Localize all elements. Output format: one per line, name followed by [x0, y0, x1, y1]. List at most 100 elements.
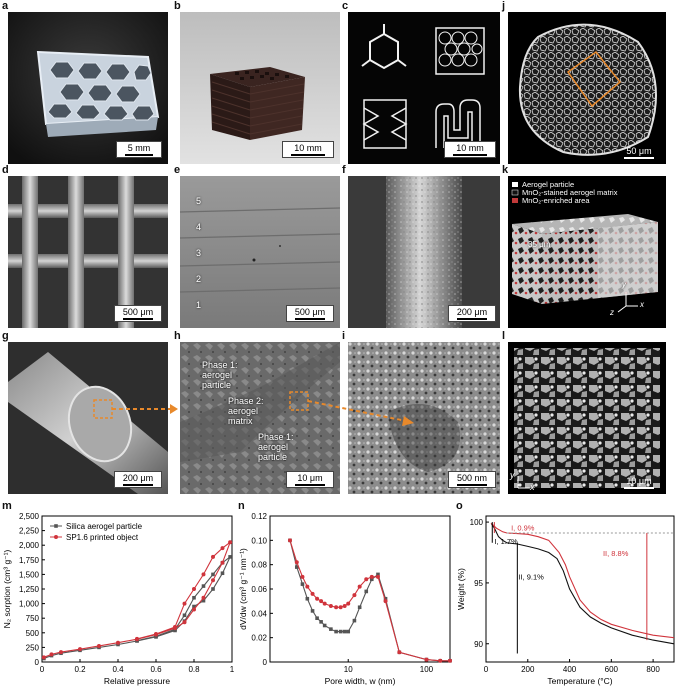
scale-bar: 500 nm	[448, 471, 496, 488]
data-point	[305, 596, 310, 601]
phase-boundary-image	[180, 342, 340, 494]
data-point	[192, 604, 196, 609]
phase-text: aerogel	[202, 370, 233, 380]
panel-label: k	[502, 164, 509, 176]
y-tick-label: 0.06	[251, 585, 267, 594]
printed-shapes-image	[361, 24, 485, 149]
y-tick-label: 0.08	[251, 561, 267, 570]
layer-number: 1	[196, 300, 202, 310]
scale-label: 200 μm	[456, 307, 488, 317]
x-tick-label: 200	[521, 665, 535, 674]
y-tick-label: 750	[26, 614, 40, 623]
data-point	[364, 577, 369, 582]
panel-e-micrograph: 5 4 3 2 1 500 μm	[180, 176, 340, 328]
data-point	[338, 605, 343, 610]
data-point	[310, 591, 315, 596]
panel-label: g	[2, 330, 9, 342]
plot-frame	[485, 515, 675, 663]
data-point	[346, 601, 351, 606]
panel-f-micrograph: 200 μm	[348, 176, 500, 328]
y-tick-label: 1,500	[19, 570, 40, 579]
data-point	[173, 624, 177, 629]
legend-aerogel-particle: Aerogel particle	[522, 180, 575, 189]
panel-label: a	[2, 0, 9, 12]
data-point	[59, 650, 63, 655]
data-point	[383, 596, 388, 601]
legend-stained-matrix: MnO₂-stained aerogel matrix	[522, 188, 618, 197]
depth-label: 35 μm	[528, 240, 551, 249]
data-point	[211, 578, 215, 583]
x-axis-label: Pore width, w (nm)	[325, 676, 396, 686]
data-point	[294, 560, 299, 565]
plot-frame	[269, 515, 451, 663]
phase2-label: Phase 2: aerogel matrix	[228, 396, 264, 426]
phase-text: particle	[202, 380, 232, 390]
chart-o-tga: 90 95 100 0 200 400 600 800 Temperature (°C) Weig…	[456, 515, 675, 686]
data-point	[342, 629, 347, 634]
x-tick-label: 0.6	[150, 665, 162, 674]
data-point	[346, 629, 351, 634]
scale-bar: 5 mm	[116, 141, 162, 158]
axis-y-label: y	[622, 280, 626, 289]
filament-sem-image	[348, 176, 500, 328]
series-line-2	[289, 540, 450, 662]
scale-bar: 50 μm	[616, 145, 662, 160]
panel-a-photo: 5 mm	[8, 12, 168, 164]
scale-label: 50 μm	[626, 146, 652, 156]
data-point	[334, 605, 339, 610]
series-line-1	[289, 540, 450, 662]
y-tick-label: 0.02	[251, 634, 267, 643]
data-point	[322, 623, 327, 628]
y-axis-label: Weight (%)	[456, 568, 466, 610]
data-point	[315, 616, 319, 620]
phase-text: matrix	[228, 416, 253, 426]
y-tick-label: 100	[470, 518, 484, 527]
x-axis-label: Temperature (°C)	[547, 676, 612, 686]
phase1-label-bottom: Phase 1: aerogel particle	[258, 432, 294, 462]
phase-text: aerogel	[258, 442, 289, 452]
chart-n-pore-distribution: 0 0.02 0.04 0.06 0.08 0.10 0.12 10 100 Pore width…	[238, 512, 452, 686]
data-point	[78, 647, 82, 652]
panel-label: n	[238, 500, 245, 512]
phase-text: Phase 1:	[202, 360, 238, 370]
data-point	[334, 629, 338, 634]
y-tick-label: 2,250	[19, 527, 40, 536]
annotation-label: I, 1.7%	[494, 537, 518, 546]
layer-number: 5	[196, 196, 202, 206]
scale-label: 10 mm	[456, 143, 484, 153]
panel-d-micrograph: 500 μm	[8, 176, 168, 328]
series-line-1	[43, 556, 231, 660]
data-point	[300, 574, 305, 579]
panel-l-micrograph: y x 10 μm	[508, 342, 666, 494]
data-point	[319, 599, 324, 604]
data-point	[329, 627, 333, 631]
data-point	[211, 554, 215, 559]
panel-label: b	[174, 0, 181, 12]
legend-label: SP1.6 printed object	[66, 533, 139, 542]
scale-label: 10 μm	[297, 473, 323, 483]
data-point	[201, 595, 206, 600]
scale-label: 10 mm	[294, 143, 322, 153]
panel-label: e	[174, 164, 181, 176]
y-tick-label: 2,500	[19, 512, 40, 521]
data-point	[228, 555, 232, 559]
layer-number: 4	[196, 222, 202, 232]
scale-bar: 200 μm	[448, 305, 496, 322]
data-point	[448, 658, 452, 663]
scale-label: 500 μm	[294, 307, 326, 317]
data-point	[182, 601, 187, 606]
layer-number: 2	[196, 274, 202, 284]
data-point	[192, 607, 196, 612]
panel-label: o	[456, 500, 463, 512]
x-tick-label: 0	[484, 665, 489, 674]
panel-h-micrograph: Phase 1: aerogel particle Phase 2: aerog…	[180, 342, 340, 494]
scale-bar: 500 μm	[114, 305, 162, 322]
data-point	[424, 657, 429, 662]
panel-k-rendering: Aerogel particle MnO₂-stained aerogel ma…	[508, 176, 666, 328]
panel-label: l	[502, 330, 506, 342]
y-tick-label: 95	[474, 579, 483, 588]
data-point	[375, 574, 380, 579]
x-tick-label: 1	[230, 665, 235, 674]
x-tick-label: 0.4	[112, 665, 124, 674]
honeycomb-lattice-image	[8, 12, 168, 164]
